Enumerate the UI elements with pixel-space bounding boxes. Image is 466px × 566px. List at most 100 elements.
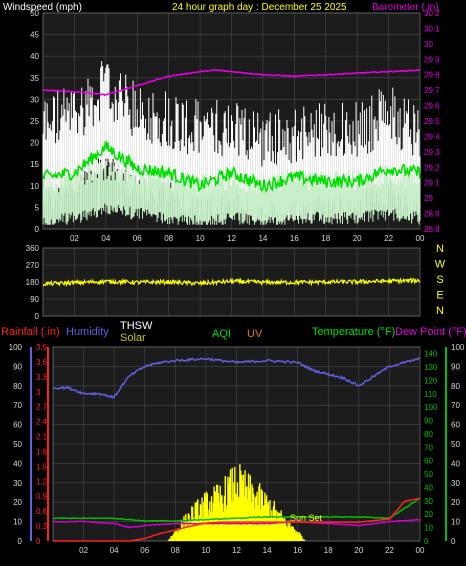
dew-point-axis-tick-label: 50 (451, 440, 460, 449)
wind-axis-tick-label: 45 (30, 31, 39, 40)
legend-thsw: THSW (120, 320, 153, 332)
barometer-axis-tick-label: 29.2 (424, 163, 440, 172)
rain-axis-tick-label: 3.6 (36, 358, 48, 367)
wind-axis-tick-label: 50 (30, 9, 39, 18)
wind-x-tick-label: 00 (416, 234, 425, 243)
humidity-axis-tick-label: 20 (13, 498, 22, 507)
temp-x-tick-label: 02 (79, 546, 88, 555)
wind-axis-tick-label: 10 (30, 182, 39, 191)
humidity-axis-tick-label: 0 (18, 537, 23, 546)
barometer-axis-tick-label: 29.7 (424, 86, 440, 95)
wind-x-tick-label: 18 (321, 234, 330, 243)
temp-x-tick-label: 20 (354, 546, 363, 555)
rain-axis-tick-label: 0.6 (36, 507, 48, 516)
legend-humidity: Humidity (66, 326, 109, 338)
temperature-series (52, 497, 421, 523)
temperature-axis-tick-label: 40 (424, 483, 433, 492)
direction-axis-tick-label: 360 (26, 244, 40, 253)
header-right-label: Barometer (.in) (372, 2, 439, 13)
wind-x-tick-label: 16 (290, 234, 299, 243)
wind-axis-tick-label: 0 (35, 225, 40, 234)
dew-point-axis-tick-label: 20 (451, 498, 460, 507)
wind-axis-tick-label: 35 (30, 74, 39, 83)
tick-labels: 0510152025303540455028.828.92929.129.229… (9, 9, 465, 555)
rain-axis-tick-label: 3.3 (36, 373, 48, 382)
barometer-axis-tick-label: 30.2 (424, 9, 440, 18)
wind-axis-tick-label: 30 (30, 95, 39, 104)
rain-axis-tick-label: 1.5 (36, 462, 48, 471)
barometer-axis-tick-label: 29.3 (424, 148, 440, 157)
temp-x-tick-label: 08 (171, 546, 180, 555)
wind-axis-tick-label: 25 (30, 117, 39, 126)
header-title: 24 hour graph day : December 25 2025 (172, 2, 347, 13)
rain-axis-tick-label: 2.4 (36, 418, 48, 427)
wind-x-tick-label: 22 (384, 234, 393, 243)
barometer-axis-tick-label: 29.8 (424, 71, 440, 80)
barometer-axis-tick-label: 29 (424, 194, 433, 203)
barometer-axis-tick-label: 28.8 (424, 225, 440, 234)
legend-solar: Solar (120, 332, 146, 344)
temp-x-tick-label: 00 (416, 546, 425, 555)
rain-axis-tick-label: 2.7 (36, 403, 48, 412)
legend-uv: UV (247, 328, 263, 340)
temp-x-tick-label: 22 (385, 546, 394, 555)
compass-label: S (436, 274, 443, 286)
wind-x-tick-label: 14 (258, 234, 267, 243)
barometer-axis-tick-label: 29.1 (424, 179, 440, 188)
barometer-series (42, 68, 421, 97)
temp-x-tick-label: 16 (293, 546, 302, 555)
barometer-axis-tick-label: 29.5 (424, 117, 440, 126)
temperature-axis-tick-label: 0 (424, 537, 429, 546)
humidity-axis-tick-label: 10 (13, 518, 22, 527)
temperature-axis-tick-label: 70 (424, 443, 433, 452)
temperature-axis-tick-label: 10 (424, 524, 433, 533)
wind-x-tick-label: 10 (196, 234, 205, 243)
humidity-axis-tick-label: 30 (13, 479, 22, 488)
wind-axis-tick-label: 15 (30, 160, 39, 169)
wind-x-tick-label: 08 (164, 234, 173, 243)
barometer-axis-tick-label: 28.9 (424, 210, 440, 219)
humidity-axis-tick-label: 70 (13, 401, 22, 410)
humidity-axis-tick-label: 60 (13, 421, 22, 430)
barometer-axis-tick-label: 29.9 (424, 55, 440, 64)
humidity-axis-tick-label: 80 (13, 382, 22, 391)
wind-direction-series (42, 277, 421, 288)
rain-axis-tick-label: 0 (36, 537, 41, 546)
direction-axis-tick-label: 0 (35, 312, 40, 321)
temperature-axis-tick-label: 60 (424, 457, 433, 466)
barometer-axis-tick-label: 30.1 (424, 24, 440, 33)
temperature-axis-tick-label: 110 (424, 390, 437, 399)
barometer-axis-tick-label: 29.6 (424, 102, 440, 111)
wind-x-tick-label: 02 (70, 234, 79, 243)
wind-10min-series (42, 140, 421, 194)
humidity-series (52, 356, 421, 399)
dew-point-axis-tick-label: 40 (451, 459, 460, 468)
compass-label: W (435, 259, 446, 271)
temperature-axis-tick-label: 90 (424, 417, 433, 426)
dew-point-axis-tick-label: 0 (451, 537, 456, 546)
wind-axis-tick-label: 20 (30, 139, 39, 148)
temperature-axis-tick-label: 80 (424, 430, 433, 439)
legend-rainfall: Rainfall (.in) (1, 326, 60, 338)
dew-point-axis-tick-label: 10 (451, 518, 460, 527)
rain-axis-tick-label: 0.9 (36, 492, 48, 501)
temperature-axis-tick-label: 120 (424, 376, 438, 385)
legend-temperature: Temperature (°F) (312, 326, 395, 338)
compass-label: N (436, 243, 444, 255)
rain-axis-tick-label: 0.3 (36, 522, 48, 531)
wind-x-tick-label: 06 (133, 234, 142, 243)
rain-axis-tick-label: 3 (36, 388, 41, 397)
temp-x-tick-label: 04 (110, 546, 119, 555)
rain-axis-tick-label: 1.2 (36, 477, 48, 486)
compass-label: N (436, 305, 444, 317)
direction-axis-tick-label: 90 (30, 295, 39, 304)
temp-x-tick-label: 14 (263, 546, 272, 555)
direction-axis-tick-label: 270 (26, 261, 40, 270)
dew-point-axis-tick-label: 30 (451, 479, 460, 488)
barometer-axis-tick-label: 30 (424, 40, 433, 49)
dew-point-axis-tick-label: 70 (451, 401, 460, 410)
legend-dew-point: Dew Point (°F) (395, 326, 466, 338)
humidity-axis-tick-label: 50 (13, 440, 22, 449)
dew-point-axis-tick-label: 80 (451, 382, 460, 391)
